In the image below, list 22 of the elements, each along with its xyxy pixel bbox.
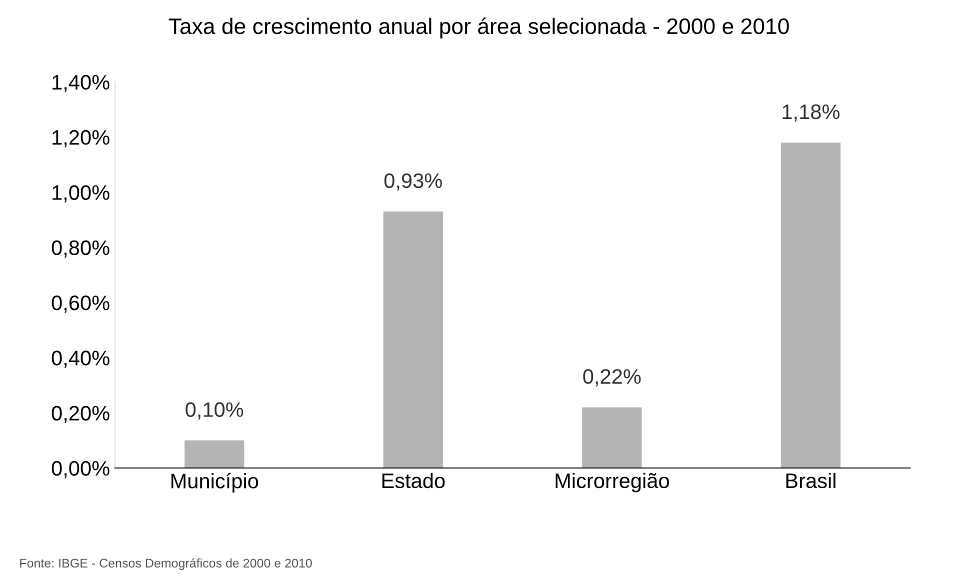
y-tick-label: 0,60% [52,296,110,313]
y-tick-label: 1,40% [52,74,110,92]
y-tick-label: 0,00% [52,461,110,478]
x-tick-label: Brasil [786,472,836,488]
chart-title: Taxa de crescimento anual por área selecionada - 2000 e 2010 [168,18,789,39]
x-tick-label: Microrregião [556,472,669,492]
bar [383,212,443,468]
x-tick-label: Município [171,472,258,493]
y-tick-label: 1,20% [52,130,110,148]
y-tick-label: 0,40% [52,350,110,368]
data-label: 0,93% [384,173,442,191]
bar [184,440,244,468]
y-tick-label: 0,20% [52,406,110,424]
y-tick-label: 0,80% [52,240,110,258]
data-label: 0,10% [186,402,244,420]
data-label: 0,22% [583,369,641,386]
source-note: Fonte: IBGE - Censos Demográficos de 2000 e 2010 [20,558,312,570]
bar [780,142,841,468]
data-label: 1,18% [782,104,840,122]
bar [582,407,642,468]
y-tick-label: 1,00% [52,185,110,202]
x-tick-label: Estado [382,472,445,488]
